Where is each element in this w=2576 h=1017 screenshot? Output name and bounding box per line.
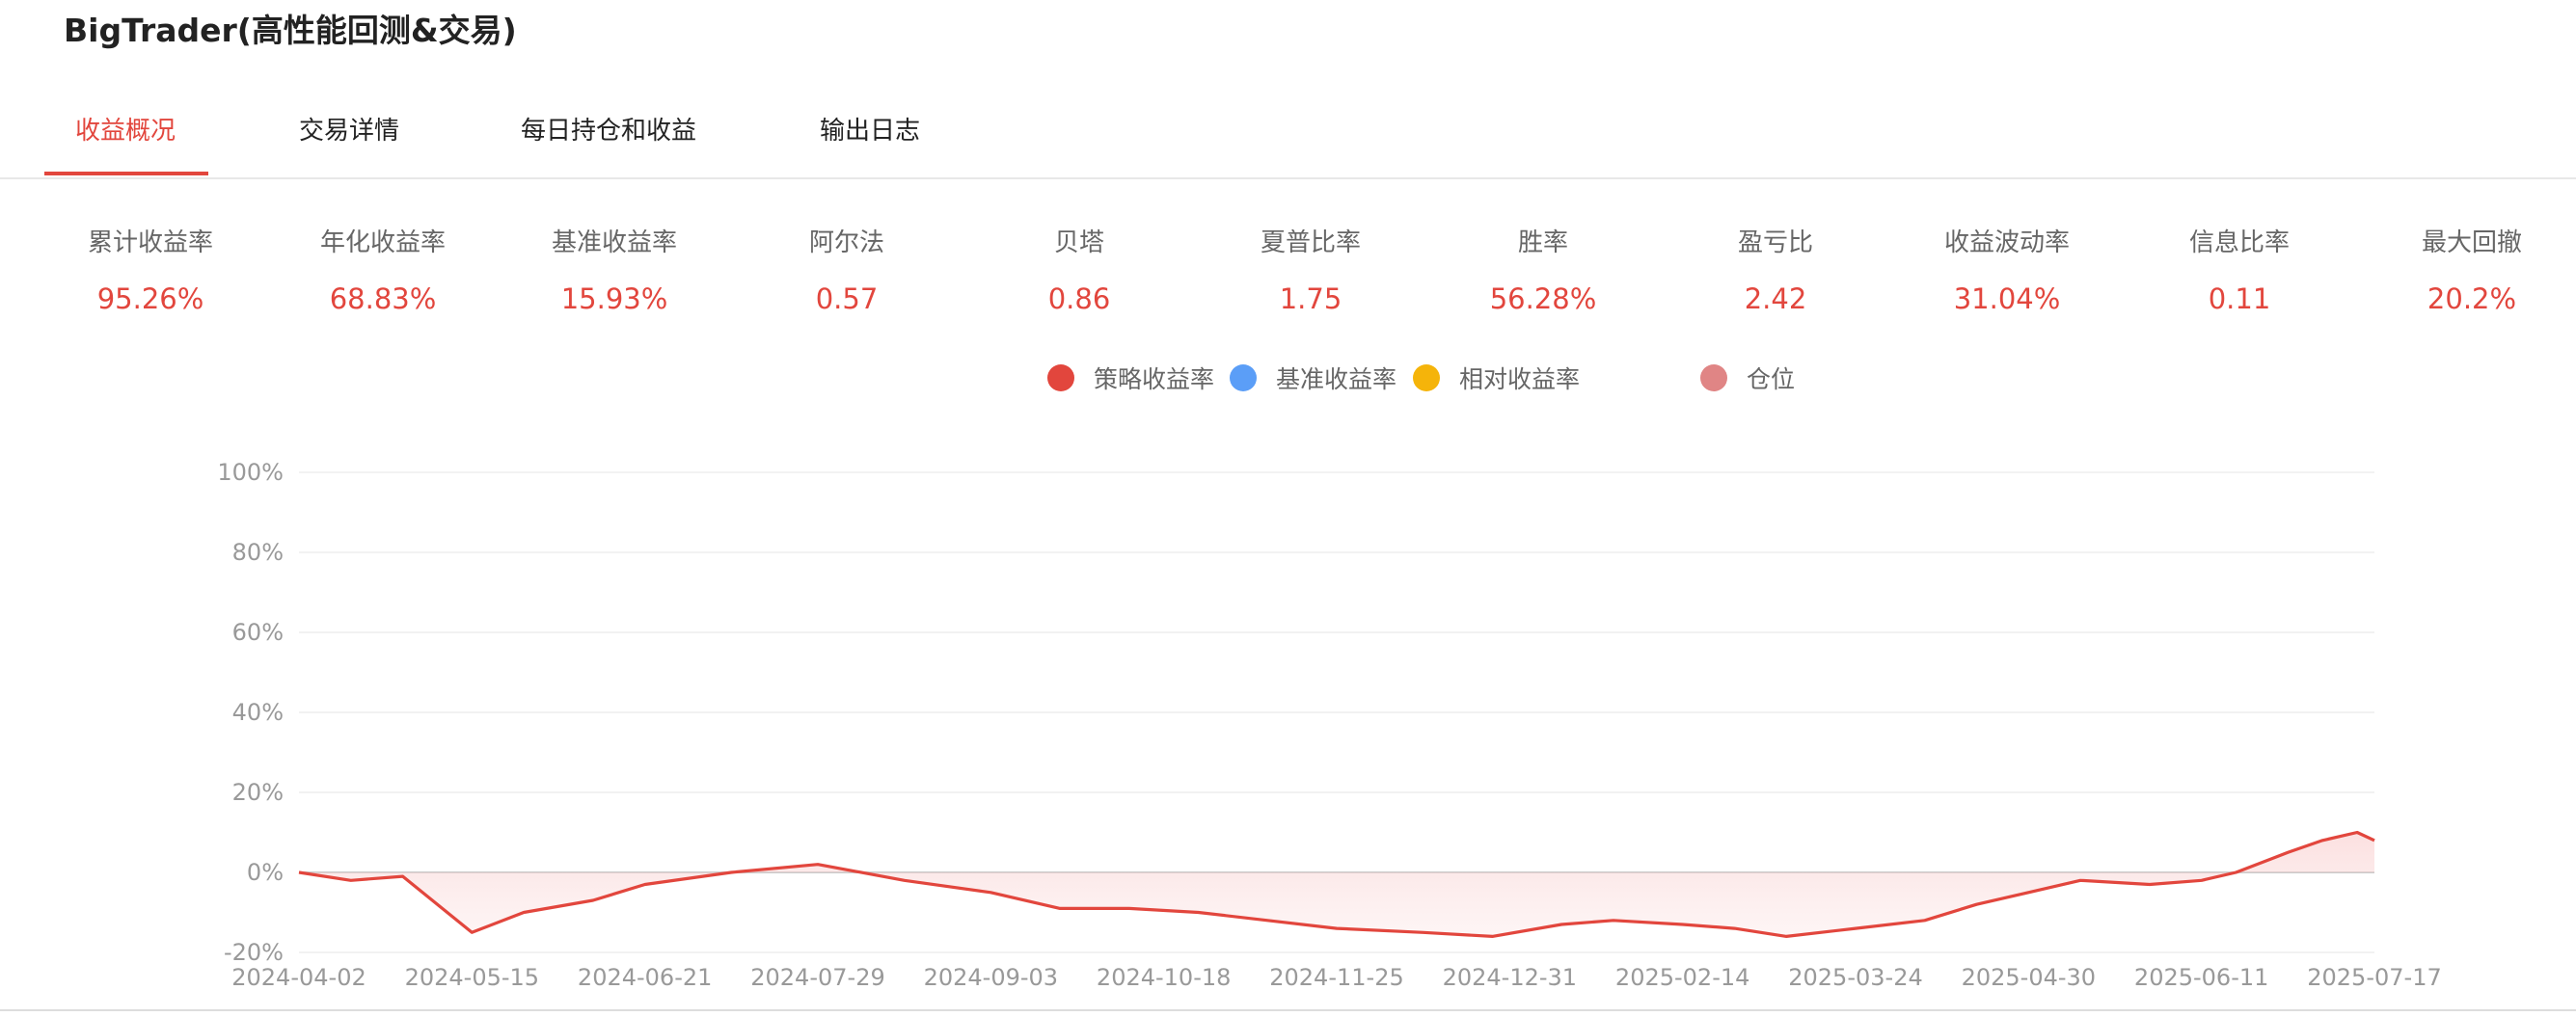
metric-value: 0.57 xyxy=(815,282,879,315)
x-tick-label: 2024-05-15 xyxy=(405,964,539,991)
x-tick-label: 2025-03-24 xyxy=(1788,964,1922,991)
legend-label: 相对收益率 xyxy=(1459,365,1581,393)
metric-alpha: 阿尔法 0.57 xyxy=(736,224,958,318)
legend-strategy-return[interactable]: 策略收益率 xyxy=(1047,357,1214,399)
x-tick-label: 2025-07-17 xyxy=(2307,964,2441,991)
metric-max-drawdown: 最大回撤 20.2% xyxy=(2361,224,2576,318)
x-tick-label: 2025-04-30 xyxy=(1962,964,2096,991)
metric-value: 1.75 xyxy=(1279,282,1342,315)
metric-cumulative-return: 累计收益率 95.26% xyxy=(40,224,261,318)
metric-label: 最大回撤 xyxy=(2421,228,2522,257)
legend-dot-icon xyxy=(1413,364,1440,391)
metric-value: 31.04% xyxy=(1953,282,2061,315)
y-tick-label: 0% xyxy=(247,859,284,886)
metric-benchmark-return: 基准收益率 15.93% xyxy=(503,224,725,318)
legend-relative-return[interactable]: 相对收益率 xyxy=(1413,357,1580,399)
metric-win-rate: 胜率 56.28% xyxy=(1432,224,1654,318)
metric-value: 68.83% xyxy=(329,282,437,315)
tab-output-log[interactable]: 输出日志 xyxy=(820,117,921,146)
legend-label: 基准收益率 xyxy=(1276,365,1397,393)
y-tick-label: 60% xyxy=(232,619,284,646)
chart-legend: 策略收益率 基准收益率 相对收益率 仓位 xyxy=(0,357,2576,399)
metric-information-ratio: 信息比率 0.11 xyxy=(2129,224,2350,318)
x-tick-label: 2024-07-29 xyxy=(750,964,884,991)
metric-label: 累计收益率 xyxy=(87,228,213,257)
y-tick-label: 100% xyxy=(217,459,284,486)
metric-value: 95.26% xyxy=(96,282,204,315)
legend-dot-icon xyxy=(1047,364,1074,391)
x-tick-label: 2024-04-02 xyxy=(231,964,366,991)
x-tick-label: 2024-06-21 xyxy=(578,964,712,991)
y-tick-label: 20% xyxy=(232,779,284,806)
app-title: BigTrader(高性能回测&交易) xyxy=(64,12,517,49)
metric-label: 基准收益率 xyxy=(551,228,677,257)
metric-annual-return: 年化收益率 68.83% xyxy=(272,224,494,318)
x-tick-label: 2024-12-31 xyxy=(1443,964,1577,991)
metric-sharpe: 夏普比率 1.75 xyxy=(1200,224,1422,318)
metric-value: 15.93% xyxy=(560,282,668,315)
legend-label: 仓位 xyxy=(1747,365,1796,393)
metric-beta: 贝塔 0.86 xyxy=(968,224,1190,318)
tab-overview[interactable]: 收益概况 xyxy=(75,117,176,146)
metric-label: 信息比率 xyxy=(2188,228,2290,257)
y-tick-label: 40% xyxy=(232,699,284,726)
metric-label: 夏普比率 xyxy=(1260,228,1361,257)
x-tick-label: 2024-11-25 xyxy=(1269,964,1403,991)
legend-benchmark-return[interactable]: 基准收益率 xyxy=(1230,357,1396,399)
legend-position[interactable]: 仓位 xyxy=(1700,357,1795,399)
tab-bar: 收益概况 交易详情 每日持仓和收益 输出日志 xyxy=(0,93,2576,179)
x-tick-label: 2025-02-14 xyxy=(1615,964,1749,991)
tab-daily-positions[interactable]: 每日持仓和收益 xyxy=(521,117,697,146)
series-line xyxy=(298,830,2375,938)
metric-value: 2.42 xyxy=(1744,282,1807,315)
metric-value: 0.11 xyxy=(2208,282,2271,315)
metric-value: 0.86 xyxy=(1047,282,1111,315)
active-tab-indicator xyxy=(44,172,208,175)
legend-dot-icon xyxy=(1700,364,1727,391)
metric-value: 20.2% xyxy=(2427,282,2517,315)
x-tick-label: 2025-06-11 xyxy=(2134,964,2268,991)
metric-label: 胜率 xyxy=(1517,228,1568,257)
x-tick-label: 2024-10-18 xyxy=(1097,964,1231,991)
metric-label: 年化收益率 xyxy=(319,228,446,257)
x-tick-label: 2024-09-03 xyxy=(924,964,1058,991)
metric-label: 收益波动率 xyxy=(1943,228,2070,257)
y-tick-label: -20% xyxy=(224,939,284,966)
metric-label: 盈亏比 xyxy=(1737,228,1813,257)
metric-value: 56.28% xyxy=(1489,282,1597,315)
legend-label: 策略收益率 xyxy=(1094,365,1215,393)
metric-profit-loss-ratio: 盈亏比 2.42 xyxy=(1665,224,1886,318)
metric-volatility: 收益波动率 31.04% xyxy=(1896,224,2118,318)
strategy-area xyxy=(299,832,2374,937)
legend-dot-icon xyxy=(1230,364,1257,391)
metric-label: 阿尔法 xyxy=(808,228,884,257)
metric-label: 贝塔 xyxy=(1053,228,1104,257)
y-tick-label: 80% xyxy=(232,539,284,566)
tab-trade-details[interactable]: 交易详情 xyxy=(299,117,400,146)
